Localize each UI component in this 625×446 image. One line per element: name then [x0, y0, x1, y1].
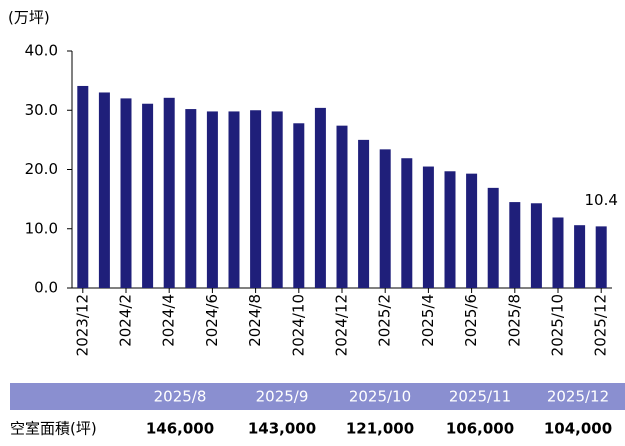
bar — [142, 103, 154, 288]
x-tick-label: 2025/12 — [592, 294, 610, 356]
x-tick-label: 2024/6 — [203, 294, 221, 347]
x-tick-label: 2023/12 — [73, 294, 91, 356]
bar — [379, 149, 391, 288]
table-column-header: 2025/8 — [154, 388, 207, 406]
table-cell: 121,000 — [346, 420, 414, 438]
bar — [422, 166, 434, 288]
bar — [466, 173, 478, 288]
x-tick-label: 2024/12 — [333, 294, 351, 356]
table-column-header: 2025/12 — [547, 388, 609, 406]
data-label: 10.4 — [584, 191, 617, 209]
bar — [444, 171, 456, 288]
bar — [336, 125, 348, 288]
bar — [401, 158, 413, 288]
y-axis-label: (万坪) — [8, 9, 50, 27]
bar — [228, 111, 240, 288]
x-tick-label: 2024/8 — [246, 294, 264, 347]
bar — [509, 202, 521, 288]
table-row-label: 空室面積(坪) — [10, 420, 97, 438]
bar — [487, 187, 499, 288]
y-tick-label: 40.0 — [25, 42, 58, 60]
y-tick-label: 30.0 — [25, 101, 58, 119]
bar — [271, 111, 283, 288]
table-cell: 104,000 — [544, 420, 612, 438]
table-header — [10, 383, 625, 410]
table-column-header: 2025/11 — [449, 388, 511, 406]
bar — [120, 98, 132, 289]
bar — [163, 97, 175, 289]
table-cell: 143,000 — [248, 420, 316, 438]
x-tick-label: 2025/2 — [376, 294, 394, 347]
bar — [358, 139, 370, 288]
y-tick-label: 0.0 — [34, 279, 58, 297]
x-tick-label: 2024/10 — [289, 294, 307, 356]
bar — [595, 226, 607, 288]
x-tick-label: 2024/4 — [160, 294, 178, 347]
bar — [314, 107, 326, 288]
bar — [185, 109, 197, 288]
bar — [98, 92, 110, 288]
table-cell: 146,000 — [146, 420, 214, 438]
bar — [250, 110, 262, 288]
bar — [530, 203, 542, 288]
bar — [293, 123, 305, 288]
x-tick-label: 2025/8 — [505, 294, 523, 347]
bar — [77, 85, 89, 289]
table-cell: 106,000 — [446, 420, 514, 438]
bar — [574, 225, 586, 288]
x-tick-label: 2025/6 — [462, 294, 480, 347]
bar — [206, 111, 218, 288]
x-tick-label: 2024/2 — [117, 294, 135, 347]
table-column-header: 2025/10 — [349, 388, 411, 406]
x-tick-label: 2025/4 — [419, 294, 437, 347]
table-column-header: 2025/9 — [256, 388, 309, 406]
x-tick-label: 2025/10 — [549, 294, 567, 356]
bar — [552, 217, 564, 288]
y-tick-label: 10.0 — [25, 219, 58, 237]
y-tick-label: 20.0 — [25, 160, 58, 178]
